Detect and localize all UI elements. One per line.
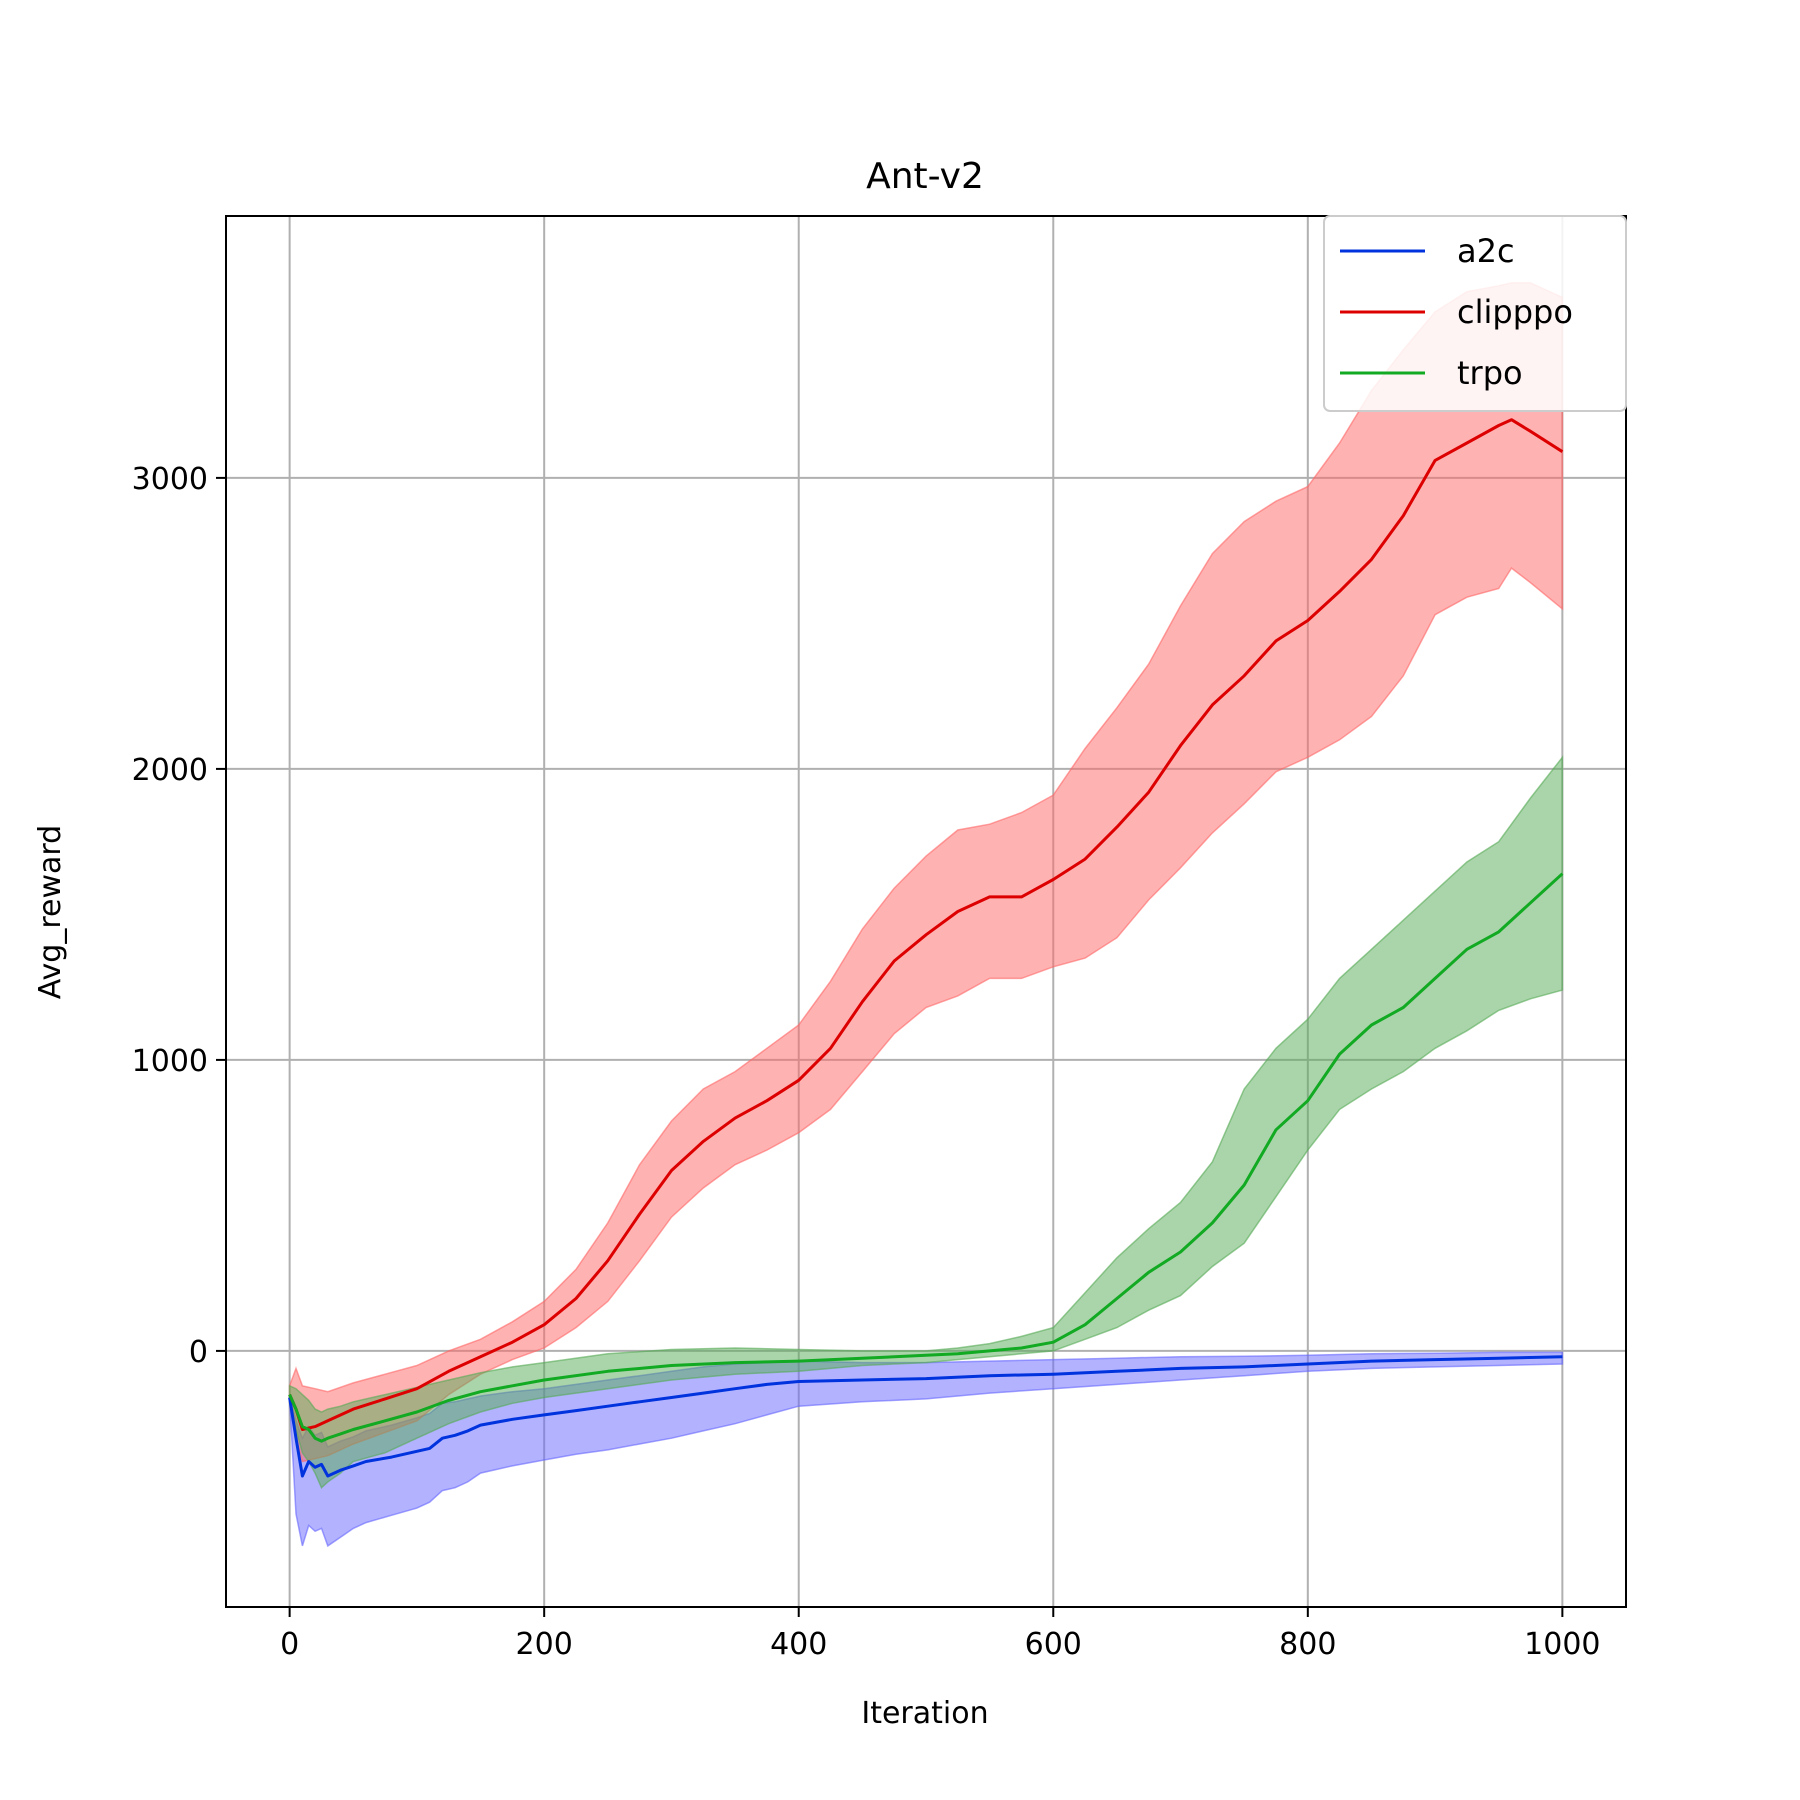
y-tick-label: 1000 bbox=[132, 1044, 208, 1079]
clipppo-band bbox=[288, 282, 1564, 1463]
x-tick-label: 800 bbox=[1279, 1627, 1336, 1662]
x-axis-label: Iteration bbox=[861, 1696, 988, 1731]
legend-label-a2c: a2c bbox=[1457, 232, 1515, 270]
y-axis-ticks: 0 1000 2000 3000 bbox=[132, 462, 226, 1370]
x-tick-label: 400 bbox=[770, 1627, 827, 1662]
y-tick-label: 2000 bbox=[132, 753, 208, 788]
plot-frame bbox=[225, 215, 1627, 1608]
legend-box bbox=[1323, 215, 1627, 412]
series-lines bbox=[288, 418, 1564, 1478]
x-axis-ticks: 0 200 400 600 800 1000 bbox=[280, 1607, 1601, 1662]
legend: a2c clipppo trpo bbox=[1323, 215, 1627, 412]
trpo-line bbox=[288, 872, 1564, 1443]
a2c-line bbox=[288, 1355, 1563, 1478]
chart-title: Ant-v2 bbox=[866, 156, 984, 197]
y-tick-label: 0 bbox=[189, 1335, 208, 1370]
legend-label-clipppo: clipppo bbox=[1457, 293, 1573, 331]
trpo-band bbox=[288, 755, 1564, 1489]
x-tick-label: 1000 bbox=[1524, 1627, 1600, 1662]
y-tick-label: 3000 bbox=[132, 462, 208, 497]
y-axis-label: Avg_reward bbox=[33, 825, 68, 999]
x-tick-label: 200 bbox=[516, 1627, 573, 1662]
clipppo-line bbox=[288, 418, 1564, 1431]
x-tick-label: 600 bbox=[1025, 1627, 1082, 1662]
legend-label-trpo: trpo bbox=[1457, 354, 1523, 392]
x-tick-label: 0 bbox=[280, 1627, 299, 1662]
